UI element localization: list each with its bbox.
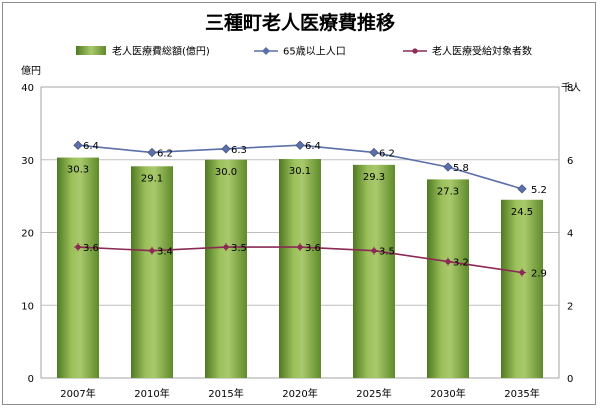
bar xyxy=(57,157,99,378)
y-right-tick-label: 4 xyxy=(567,229,573,240)
line-data-label: 3.6 xyxy=(83,243,99,254)
legend: 老人医療費総額(億円) 65歳以上人口 老人医療受給対象者数 xyxy=(76,45,532,58)
legend-marker xyxy=(412,48,418,54)
line-data-label: 6.2 xyxy=(379,148,395,159)
x-tick-label: 2025年 xyxy=(356,387,391,400)
y-left-tick-label: 30 xyxy=(21,156,34,167)
line-data-label: 3.5 xyxy=(231,243,247,254)
line-point xyxy=(221,144,231,154)
line-data-label: 6.2 xyxy=(157,148,173,159)
bar xyxy=(205,159,247,378)
legend-label: 老人医療受給対象者数 xyxy=(432,45,532,58)
y-left-unit: 億円 xyxy=(21,64,41,77)
y-right-tick-label: 8 xyxy=(567,83,573,94)
y-left-tick-label: 0 xyxy=(28,374,34,385)
x-tick-label: 2030年 xyxy=(430,387,465,400)
bar xyxy=(131,166,173,378)
bar-data-label: 27.3 xyxy=(437,186,459,197)
legend-swatch xyxy=(76,46,106,55)
line-point-star xyxy=(370,246,378,255)
line-point xyxy=(295,140,305,150)
y-right-tick-label: 6 xyxy=(567,156,573,167)
bar xyxy=(353,164,395,378)
legend-label: 65歳以上人口 xyxy=(283,46,346,58)
legend-item: 老人医療費総額(億円) xyxy=(76,45,210,58)
line-data-label: 2.9 xyxy=(531,269,547,280)
line-point-star xyxy=(148,246,156,255)
line-data-label: 3.4 xyxy=(157,247,173,258)
legend-item: 老人医療受給対象者数 xyxy=(403,45,532,58)
line-point xyxy=(369,147,379,158)
bar-data-label: 29.1 xyxy=(141,173,163,184)
bar xyxy=(427,179,469,378)
y-right-tick-label: 0 xyxy=(567,374,573,385)
line-data-label: 6.3 xyxy=(231,145,247,156)
bar xyxy=(279,159,321,378)
bar xyxy=(501,199,543,378)
bar-data-label: 29.3 xyxy=(363,172,385,183)
line-data-label: 6.4 xyxy=(83,141,99,152)
chart-frame: 三種町老人医療費推移 老人医療費総額(億円) 65歳以上人口 老人医療受給対象者数 … xyxy=(2,2,596,405)
legend-item: 65歳以上人口 xyxy=(254,46,346,58)
x-tick-label: 2010年 xyxy=(134,387,169,400)
line-data-label: 3.2 xyxy=(453,258,469,269)
y-left-tick-label: 20 xyxy=(21,229,34,240)
chart-title: 三種町老人医療費推移 xyxy=(205,11,395,34)
line-point-star xyxy=(296,243,304,252)
line-point xyxy=(73,140,83,150)
line-point-star xyxy=(74,243,82,252)
line-data-label: 3.5 xyxy=(379,247,395,258)
line-data-label: 5.8 xyxy=(453,163,469,174)
chart: 三種町老人医療費推移 老人医療費総額(億円) 65歳以上人口 老人医療受給対象者数 … xyxy=(21,11,581,400)
line-data-label: 6.4 xyxy=(305,141,321,152)
bars: 30.3 29.1 30.0 30.1 29.3 27.3 24.5 xyxy=(57,157,543,378)
y-left-tick-label: 10 xyxy=(21,301,34,312)
y-left-tick-label: 40 xyxy=(21,83,34,94)
line-point-star xyxy=(222,243,230,252)
y-right-unit: 千人 xyxy=(561,82,581,94)
line-point xyxy=(517,184,527,194)
legend-marker xyxy=(262,47,270,55)
bar-data-label: 30.1 xyxy=(289,166,311,177)
lines: 6.4 6.2 6.3 6.4 6.2 5.8 5.2 3.6 3.4 3.5 3.6 3.5 3.2 2… xyxy=(73,140,547,280)
bar-data-label: 24.5 xyxy=(511,207,533,218)
bar-data-label: 30.0 xyxy=(215,167,237,178)
y-right-tick-label: 2 xyxy=(567,301,573,312)
line-point xyxy=(443,162,453,172)
line-data-label: 3.6 xyxy=(305,243,321,254)
line-point-star xyxy=(518,268,526,277)
x-tick-label: 2015年 xyxy=(208,387,243,400)
line-data-label: 5.2 xyxy=(531,185,547,196)
legend-label: 老人医療費総額(億円) xyxy=(112,45,210,58)
x-tick-label: 2007年 xyxy=(60,387,95,400)
x-tick-label: 2035年 xyxy=(504,387,539,400)
bar-data-label: 30.3 xyxy=(67,165,89,176)
line-point-star xyxy=(444,257,452,266)
line-point xyxy=(147,147,157,158)
x-tick-label: 2020年 xyxy=(282,387,317,400)
